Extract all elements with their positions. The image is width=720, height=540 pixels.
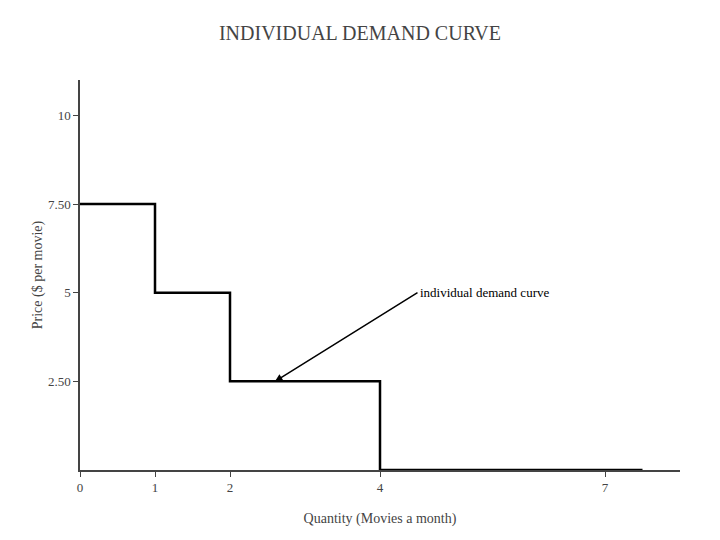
svg-text:1: 1 <box>152 480 159 495</box>
svg-text:0: 0 <box>77 480 84 495</box>
svg-text:individual demand curve: individual demand curve <box>420 285 549 300</box>
svg-text:Quantity (Movies a month): Quantity (Movies a month) <box>304 511 457 527</box>
svg-text:7: 7 <box>602 480 609 495</box>
svg-text:7.50: 7.50 <box>48 197 71 212</box>
svg-text:5: 5 <box>64 285 71 300</box>
svg-text:4: 4 <box>377 480 384 495</box>
svg-text:Price ($ per movie): Price ($ per movie) <box>30 220 46 329</box>
svg-text:10: 10 <box>58 108 71 123</box>
svg-text:2: 2 <box>227 480 234 495</box>
svg-text:INDIVIDUAL DEMAND CURVE: INDIVIDUAL DEMAND CURVE <box>219 22 501 44</box>
svg-text:2.50: 2.50 <box>48 374 71 389</box>
